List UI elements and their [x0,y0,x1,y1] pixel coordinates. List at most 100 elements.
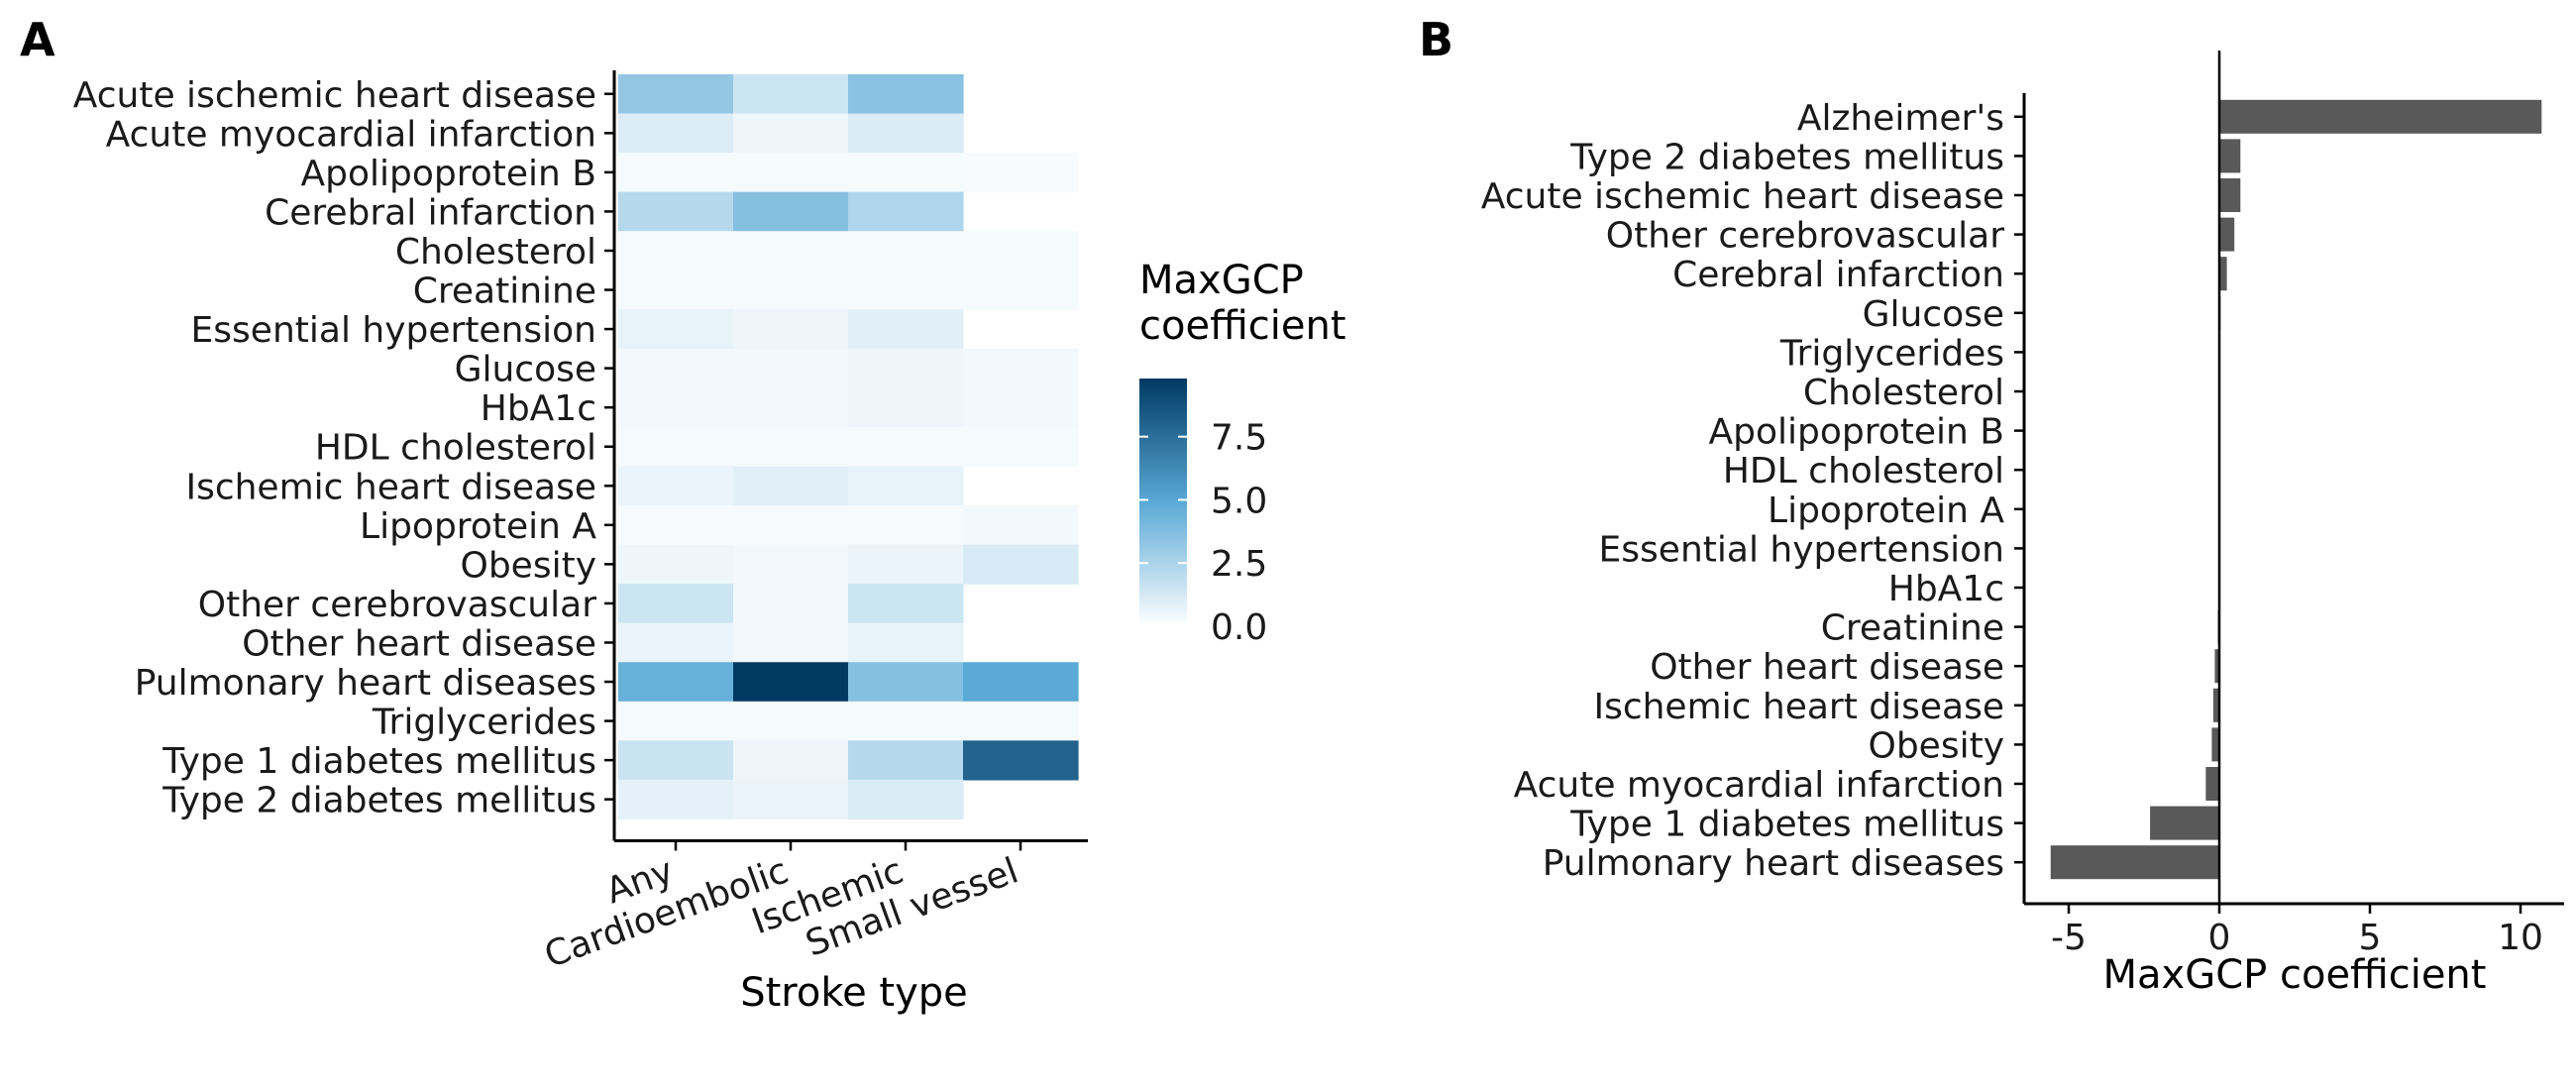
heatmap-cell [733,426,849,468]
heatmap-cell [733,153,849,193]
heatmap-y-tick-label: Lipoprotein A [360,506,596,547]
bar-y-tick-label: Acute ischemic heart disease [1481,176,2004,217]
bar-y-tick-label: Ischemic heart disease [1593,687,2004,727]
heatmap-cell [963,387,1079,428]
bar-x-tick-label: 5 [2359,918,2382,958]
heatmap-cell [618,153,734,193]
heatmap-cell [848,544,964,585]
heatmap-cell [848,426,964,468]
heatmap-y-tick-label: Ischemic heart disease [185,467,596,507]
bar-y-tick-label: Creatinine [1821,608,2004,649]
bar-x-tick-label: 10 [2498,918,2543,958]
bar-y-tick-label: HbA1c [1888,569,2004,609]
heatmap-y-tick-label: HbA1c [481,388,596,429]
heatmap-cell [618,426,734,468]
heatmap-cell [733,387,849,428]
heatmap-cell [848,270,964,310]
bar [2205,767,2219,801]
heatmap-cell [733,662,849,703]
heatmap-cell [848,466,964,506]
heatmap-y-tick-label: Essential hypertension [191,310,596,351]
heatmap-y-tick-label: Cholesterol [395,232,596,272]
bar [2150,806,2219,840]
heatmap-cell [733,701,849,741]
bar-y-tick-label: Other cerebrovascular [1606,216,2004,257]
bar-x-axis-title: MaxGCP coefficient [2103,952,2487,998]
heatmap-cell [848,231,964,272]
heatmap-cell [848,191,964,232]
bar [2050,845,2219,880]
heatmap-cell [733,231,849,272]
bar [2212,688,2219,722]
heatmap-y-tick-label: Glucose [455,350,596,390]
heatmap-y-tick-label: Acute ischemic heart disease [73,75,596,116]
heatmap-cell [733,584,849,624]
bar-y-tick-label: HDL cholesterol [1723,451,2004,491]
panel-label-a: A [20,13,55,66]
heatmap-cell [618,779,734,820]
heatmap-cell [963,231,1079,272]
heatmap-cell [733,348,849,388]
heatmap-cell [618,466,734,506]
heatmap-y-tick-label: Pulmonary heart diseases [135,663,596,704]
bar-y-tick-label: Pulmonary heart diseases [1543,843,2004,884]
color-legend-title: MaxGCP [1139,258,1304,303]
heatmap-cell [848,153,964,193]
bar-y-tick-label: Essential hypertension [1599,529,2004,570]
heatmap-cell [618,740,734,781]
heatmap-y-tick-label: Creatinine [413,272,596,312]
heatmap-cell [848,113,964,154]
heatmap-cell [618,270,734,310]
bar-y-tick-label: Apolipoprotein B [1709,412,2005,453]
bar-y-tick-label: Acute myocardial infarction [1514,765,2004,806]
bar-y-tick-label: Type 1 diabetes mellitus [1569,805,2004,845]
heatmap-cell [963,740,1079,781]
heatmap-cell [963,348,1079,388]
bar [2214,649,2219,684]
heatmap-cell [618,387,734,428]
heatmap-y-tick-label: Cerebral infarction [265,192,596,233]
heatmap-cell [848,779,964,820]
heatmap-y-tick-label: Apolipoprotein B [301,154,597,194]
heatmap-cell [848,584,964,624]
heatmap-cell [848,662,964,703]
color-bar [1139,379,1187,626]
heatmap-cell [848,348,964,388]
heatmap-y-tick-label: Other cerebrovascular [198,585,596,625]
heatmap-cell [963,505,1079,546]
bar [2219,99,2542,134]
bar-x-tick-label: 0 [2208,918,2231,958]
heatmap-y-tick-label: Type 2 diabetes mellitus [161,781,596,821]
heatmap-cell [733,113,849,154]
heatmap-cell [733,191,849,232]
heatmap-y-tick-label: Type 1 diabetes mellitus [161,741,596,782]
heatmap-cell [733,779,849,820]
heatmap-cell [618,113,734,154]
bar-y-tick-label: Lipoprotein A [1768,490,2004,531]
bar-y-tick-label: Obesity [1868,725,2004,766]
bar-y-tick-label: Cholesterol [1803,373,2004,413]
bar-y-tick-label: Glucose [1863,294,2004,335]
color-bar-tick-label: 2.5 [1211,544,1267,585]
heatmap-cell [733,466,849,506]
heatmap-cell [618,622,734,663]
heatmap-x-axis-title: Stroke type [740,970,968,1016]
color-bar-tick-label: 7.5 [1211,418,1267,459]
heatmap-cell [618,348,734,388]
bar [2219,139,2241,173]
heatmap-cell [618,309,734,350]
heatmap-cell [618,231,734,272]
heatmap-cell [848,309,964,350]
heatmap-cell [618,74,734,115]
heatmap-y-tick-label: HDL cholesterol [315,428,596,469]
heatmap-cell [733,740,849,781]
bar-y-tick-label: Triglycerides [1779,333,2004,374]
bar-y-tick-label: Type 2 diabetes mellitus [1569,137,2004,177]
heatmap-cell [848,74,964,115]
bar [2211,727,2219,762]
heatmap-cell [963,662,1079,703]
